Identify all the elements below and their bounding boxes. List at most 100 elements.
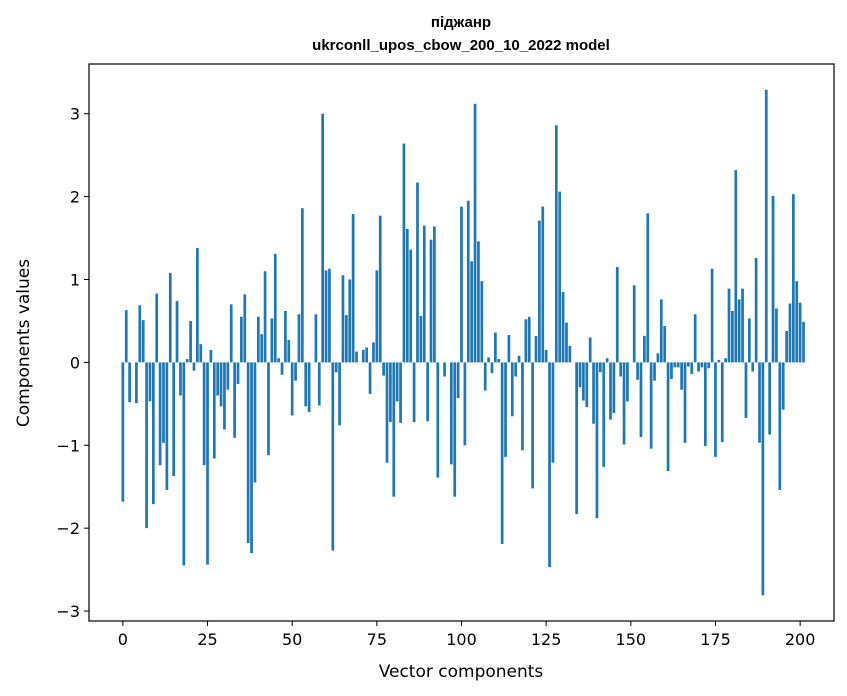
bar-32 bbox=[229, 304, 233, 363]
bar-61 bbox=[328, 268, 331, 363]
bar-168 bbox=[690, 362, 694, 374]
bar-147 bbox=[619, 362, 623, 377]
bar-115 bbox=[510, 362, 514, 417]
bar-170 bbox=[697, 362, 700, 372]
bar-55 bbox=[307, 362, 311, 413]
bar-25 bbox=[206, 362, 209, 565]
bar-63 bbox=[334, 362, 338, 373]
bar-104 bbox=[473, 103, 477, 363]
bar-95 bbox=[443, 362, 446, 377]
bar-188 bbox=[758, 362, 761, 443]
y-axis: −3 −2 −1 0 1 2 3 bbox=[56, 105, 89, 621]
bar-181 bbox=[734, 170, 738, 363]
y-tick-label: −3 bbox=[56, 602, 80, 621]
bar-60 bbox=[324, 270, 328, 363]
bar-141 bbox=[598, 362, 602, 373]
bar-51 bbox=[294, 362, 297, 381]
chart-title: піджанр bbox=[431, 14, 491, 31]
bar-7 bbox=[145, 362, 148, 529]
x-tick-label: 125 bbox=[531, 630, 562, 649]
bar-1 bbox=[124, 310, 128, 363]
bar-54 bbox=[304, 362, 308, 407]
bar-69 bbox=[355, 351, 358, 363]
bar-100 bbox=[460, 206, 463, 363]
bar-169 bbox=[693, 314, 697, 363]
bar-145 bbox=[612, 362, 616, 413]
bar-153 bbox=[639, 362, 643, 437]
bar-144 bbox=[609, 362, 612, 420]
chart-subtitle: ukrconll_upos_cbow_200_10_2022 model bbox=[312, 37, 610, 54]
bar-11 bbox=[158, 362, 162, 466]
bar-33 bbox=[233, 362, 236, 438]
bar-89 bbox=[422, 225, 426, 363]
bar-146 bbox=[615, 267, 619, 363]
x-tick-label: 150 bbox=[616, 630, 647, 649]
bar-97 bbox=[449, 362, 453, 465]
bar-197 bbox=[788, 303, 792, 363]
bar-84 bbox=[405, 228, 409, 363]
bar-42 bbox=[263, 271, 267, 363]
bar-66 bbox=[345, 315, 348, 363]
bar-108 bbox=[487, 357, 490, 363]
bar-105 bbox=[477, 241, 480, 363]
bar-182 bbox=[737, 299, 741, 363]
y-tick-label: 2 bbox=[70, 188, 80, 207]
bar-151 bbox=[632, 285, 636, 363]
bar-22 bbox=[196, 248, 199, 363]
bar-193 bbox=[775, 308, 778, 363]
bar-91 bbox=[429, 239, 433, 363]
bar-186 bbox=[751, 362, 755, 372]
bar-10 bbox=[155, 293, 159, 363]
bar-162 bbox=[670, 362, 673, 379]
bar-23 bbox=[199, 344, 203, 363]
bar-139 bbox=[592, 362, 595, 424]
bar-112 bbox=[500, 362, 504, 544]
bar-177 bbox=[720, 362, 724, 442]
bar-179 bbox=[727, 288, 731, 363]
bar-113 bbox=[504, 362, 507, 457]
bar-36 bbox=[243, 294, 247, 363]
bar-163 bbox=[673, 362, 677, 368]
bar-52 bbox=[297, 314, 301, 363]
bar-46 bbox=[277, 358, 280, 363]
bar-90 bbox=[426, 362, 429, 422]
bar-81 bbox=[395, 362, 399, 402]
bar-18 bbox=[182, 362, 186, 566]
bar-50 bbox=[290, 362, 294, 416]
bar-130 bbox=[561, 291, 565, 363]
bar-85 bbox=[409, 249, 413, 363]
bar-120 bbox=[527, 316, 531, 363]
bar-124 bbox=[541, 206, 545, 363]
bar-92 bbox=[433, 226, 436, 363]
bar-43 bbox=[267, 362, 270, 456]
bar-15 bbox=[172, 362, 176, 476]
bar-117 bbox=[517, 355, 521, 363]
bar-37 bbox=[246, 362, 250, 544]
bar-12 bbox=[162, 362, 165, 443]
plot-frame bbox=[88, 63, 835, 622]
bar-82 bbox=[399, 362, 402, 423]
bar-99 bbox=[456, 362, 460, 399]
bar-80 bbox=[392, 362, 396, 497]
bar-176 bbox=[717, 359, 721, 363]
bar-44 bbox=[270, 318, 274, 363]
bar-190 bbox=[764, 89, 768, 363]
bar-34 bbox=[236, 362, 240, 384]
bar-158 bbox=[656, 353, 660, 363]
bar-198 bbox=[792, 194, 795, 363]
bar-122 bbox=[534, 335, 538, 363]
x-tick-label: 175 bbox=[700, 630, 731, 649]
bar-6 bbox=[141, 320, 145, 363]
y-tick-label: 1 bbox=[70, 271, 80, 290]
bar-201 bbox=[802, 321, 805, 363]
bar-24 bbox=[202, 362, 206, 466]
bar-62 bbox=[331, 362, 335, 551]
bar-5 bbox=[138, 305, 142, 363]
bar-140 bbox=[595, 362, 599, 519]
bar-134 bbox=[575, 362, 578, 515]
x-tick-label: 75 bbox=[367, 630, 387, 649]
bar-14 bbox=[168, 272, 172, 363]
bar-98 bbox=[453, 362, 457, 497]
bar-75 bbox=[375, 270, 379, 363]
y-tick-label: −2 bbox=[56, 519, 80, 538]
